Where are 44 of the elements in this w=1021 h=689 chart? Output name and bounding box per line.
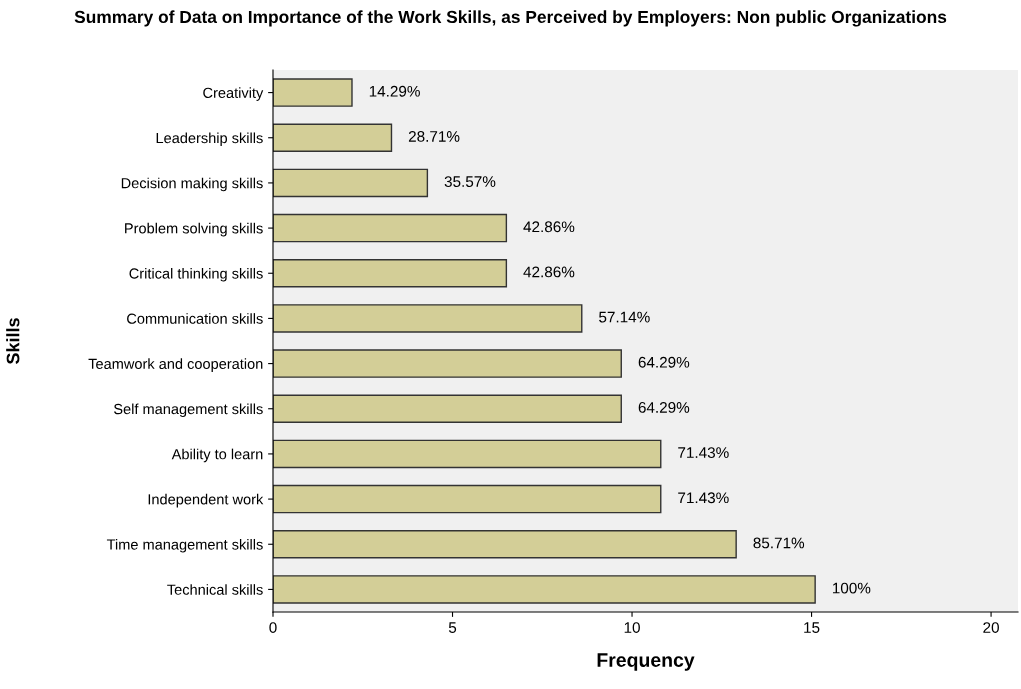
y-tick-label: Creativity xyxy=(203,87,264,101)
bar xyxy=(273,530,737,559)
bar xyxy=(273,575,816,604)
bar xyxy=(273,439,662,469)
annotation: 28.71% xyxy=(408,131,460,142)
annotation: 42.86% xyxy=(523,266,575,278)
y-tick-label: Decision making skills xyxy=(121,177,263,192)
chart-title: Summary of Data on Importance of the Work Skills, as Perceived by Employers: Non public Organizations xyxy=(74,10,947,27)
annotation: 35.57% xyxy=(444,176,496,188)
bar xyxy=(273,213,508,243)
y-tick-label: Independent work xyxy=(148,493,264,508)
x-tick-label: 5 xyxy=(448,622,457,633)
y-tick-label: Technical skills xyxy=(167,584,263,595)
x-axis-title: Frequency xyxy=(597,653,695,671)
bar xyxy=(273,78,353,107)
bar xyxy=(273,484,662,514)
bar xyxy=(273,259,508,288)
annotation: 71.43% xyxy=(678,492,729,504)
bar xyxy=(273,349,622,378)
bar xyxy=(273,168,429,198)
annotation: 14.29% xyxy=(369,85,420,97)
y-tick-label: Teamwork and cooperation xyxy=(88,358,263,372)
x-tick-label: 15 xyxy=(804,622,820,633)
annotation: 42.86% xyxy=(523,221,575,233)
y-tick-label: Critical thinking skills xyxy=(129,267,263,282)
bar xyxy=(273,394,622,423)
x-tick-label: 10 xyxy=(624,622,640,633)
y-tick-label: Problem solving skills xyxy=(125,222,263,237)
annotation: 71.43% xyxy=(678,447,729,459)
y-tick-label: Ability to learn xyxy=(171,448,263,463)
bar xyxy=(273,304,583,333)
annotation: 64.29% xyxy=(638,356,690,368)
annotation: 100% xyxy=(832,582,871,594)
y-axis-title: Skills xyxy=(6,318,20,365)
y-tick-label: Communication skills xyxy=(127,313,263,324)
y-tick-label: Time management skills xyxy=(106,538,263,553)
bar xyxy=(273,123,393,152)
x-tick-label: 0 xyxy=(269,622,277,633)
x-tick-label: 20 xyxy=(983,622,999,633)
y-tick-label: Self management skills xyxy=(114,403,263,418)
annotation: 57.14% xyxy=(599,311,650,323)
annotation: 85.71% xyxy=(753,537,805,549)
annotation: 64.29% xyxy=(638,402,690,413)
y-tick-label: Leadership skills xyxy=(156,132,263,147)
